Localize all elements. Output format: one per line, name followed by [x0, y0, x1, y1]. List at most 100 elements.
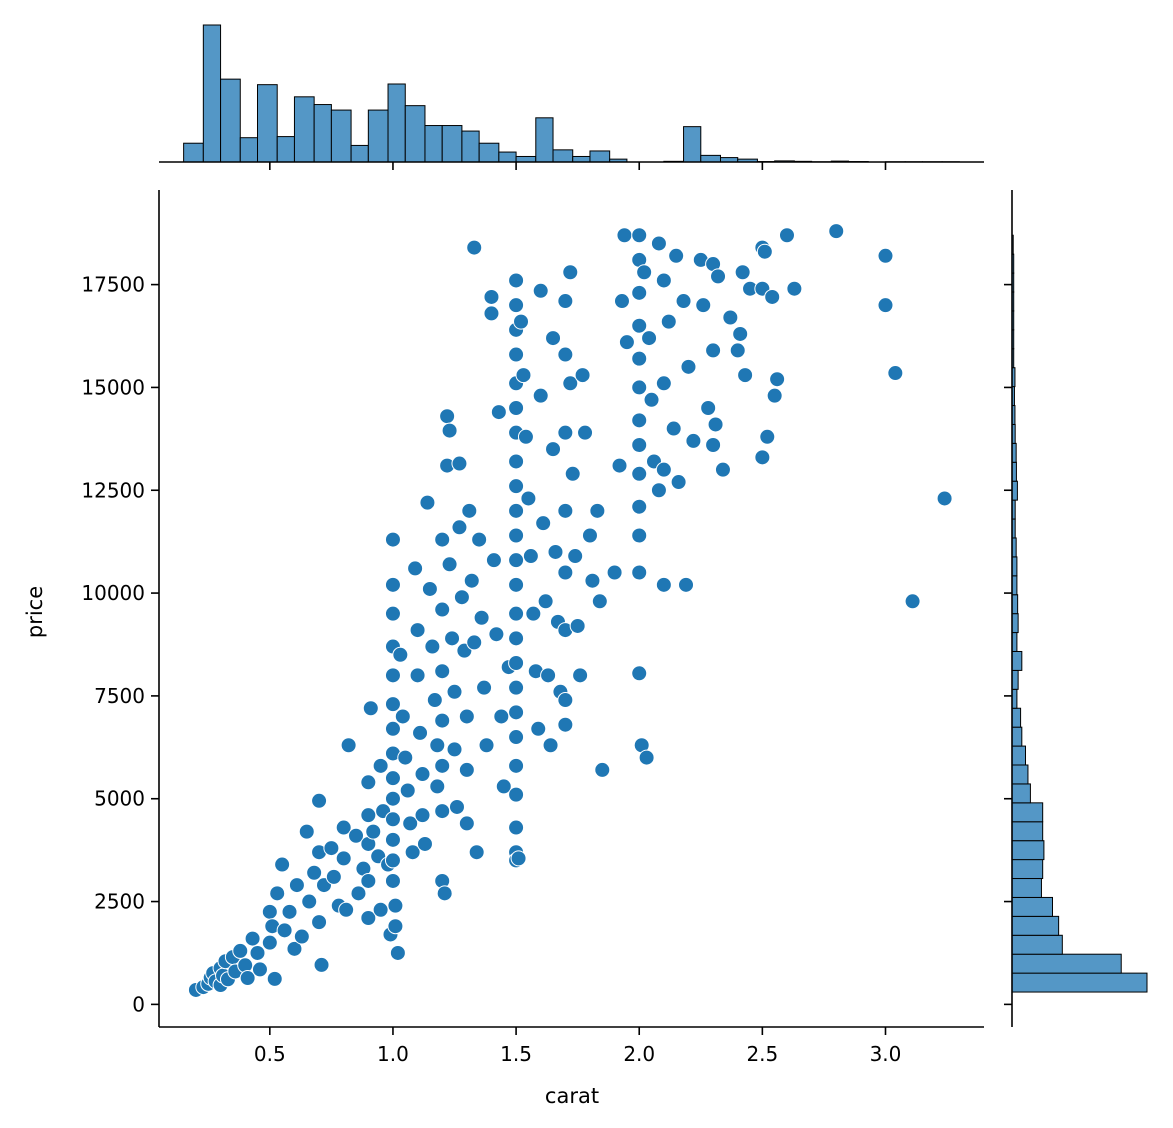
scatter-point [451, 455, 468, 472]
scatter-point [384, 667, 401, 684]
marginal-x-bar [589, 150, 611, 163]
scatter-point [643, 391, 660, 408]
marginal-y-bar [1011, 650, 1023, 671]
scatter-point [714, 461, 731, 478]
scatter-point [434, 757, 451, 774]
scatter-point [471, 531, 488, 548]
scatter-point [444, 630, 461, 647]
scatter-point [515, 367, 532, 384]
marginal-y-bar [1011, 821, 1044, 842]
marginal-x-bar [276, 136, 295, 163]
scatter-point [384, 872, 401, 889]
scatter-point [636, 264, 653, 281]
scatter-point [710, 268, 727, 285]
scatter-point [557, 692, 574, 709]
scatter-point [439, 408, 456, 425]
scatter-point [520, 490, 537, 507]
scatter-points [187, 223, 953, 998]
scatter-point [569, 617, 586, 634]
scatter-point [232, 942, 249, 959]
scatter-point [705, 342, 722, 359]
scatter-point [466, 239, 483, 256]
marginal-y-bar [1011, 802, 1044, 823]
marginal-x-bar [683, 126, 702, 163]
scatter-point [828, 223, 845, 240]
scatter-point [557, 424, 574, 441]
scatter-point [311, 914, 328, 931]
scatter-point [458, 761, 475, 778]
marginal-x-bar [424, 125, 443, 163]
scatter-point [485, 552, 502, 569]
scatter-point [451, 519, 468, 536]
marginal-y-bar [1011, 934, 1063, 955]
scatter-point [350, 885, 367, 902]
scatter-point [650, 482, 667, 499]
marginal-x-bar [330, 109, 352, 163]
scatter-point [478, 737, 495, 754]
scatter-point [877, 297, 894, 314]
marginal-y-bar [1011, 896, 1053, 917]
x-tick-label: 1.5 [500, 1042, 532, 1066]
scatter-point [261, 934, 278, 951]
scatter-point [631, 412, 648, 429]
scatter-point [298, 823, 315, 840]
scatter-point [904, 593, 921, 610]
scatter-point [466, 634, 483, 651]
scatter-point [508, 576, 525, 593]
scatter-point [581, 527, 598, 544]
scatter-point [508, 704, 525, 721]
scatter-point [446, 683, 463, 700]
scatter-point [508, 729, 525, 746]
y-tick-label: 12500 [81, 478, 145, 502]
scatter-point [281, 903, 298, 920]
marginal-x-bar [441, 125, 463, 163]
scatter-point [384, 605, 401, 622]
scatter-point [389, 944, 406, 961]
scatter-point [251, 961, 268, 978]
scatter-point [387, 918, 404, 935]
marginal-y-bar [1011, 669, 1019, 690]
scatter-point [311, 792, 328, 809]
y-axis-ticks: 0 2500 5000 7500 10000 12500 15000 17500 [81, 273, 1012, 1016]
scatter-point [483, 288, 500, 305]
scatter-point [508, 605, 525, 622]
scatter-point [384, 852, 401, 869]
scatter-point [613, 293, 630, 310]
scatter-point [495, 778, 512, 795]
marginal-x-bar [572, 155, 591, 163]
marginal-x-bar [293, 96, 315, 163]
scatter-point [508, 786, 525, 803]
y-tick-label: 5000 [94, 787, 145, 811]
scatter-point [754, 449, 771, 466]
scatter-point [695, 297, 712, 314]
marginal-y-bar [1011, 783, 1031, 804]
marginal-y-bar [1011, 859, 1044, 880]
scatter-point [301, 893, 318, 910]
scatter-point [729, 342, 746, 359]
scatter-point [611, 457, 628, 474]
scatter-point [557, 502, 574, 519]
x-axis-ticks: 0.5 1.0 1.5 2.0 2.5 3.0 [254, 162, 901, 1066]
scatter-point [340, 737, 357, 754]
scatter-point [778, 227, 795, 244]
scatter-point [606, 564, 623, 581]
scatter-point [508, 272, 525, 289]
scatter-point [540, 667, 557, 684]
scatter-point [384, 811, 401, 828]
scatter-point [473, 609, 490, 626]
scatter-point [660, 313, 677, 330]
scatter-point [766, 387, 783, 404]
scatter-point [434, 712, 451, 729]
scatter-point [402, 815, 419, 832]
marginal-y-bar [1011, 707, 1022, 728]
y-tick-label: 2500 [94, 890, 145, 914]
scatter-point [434, 531, 451, 548]
scatter-point [434, 803, 451, 820]
marginal-x-bar [700, 154, 721, 163]
scatter-point [737, 367, 754, 384]
marginal-x-bar [515, 155, 537, 163]
scatter-point [508, 346, 525, 363]
marginal-x-bar [220, 78, 241, 163]
scatter-point [323, 840, 340, 857]
marginal-x-bar [461, 130, 480, 163]
